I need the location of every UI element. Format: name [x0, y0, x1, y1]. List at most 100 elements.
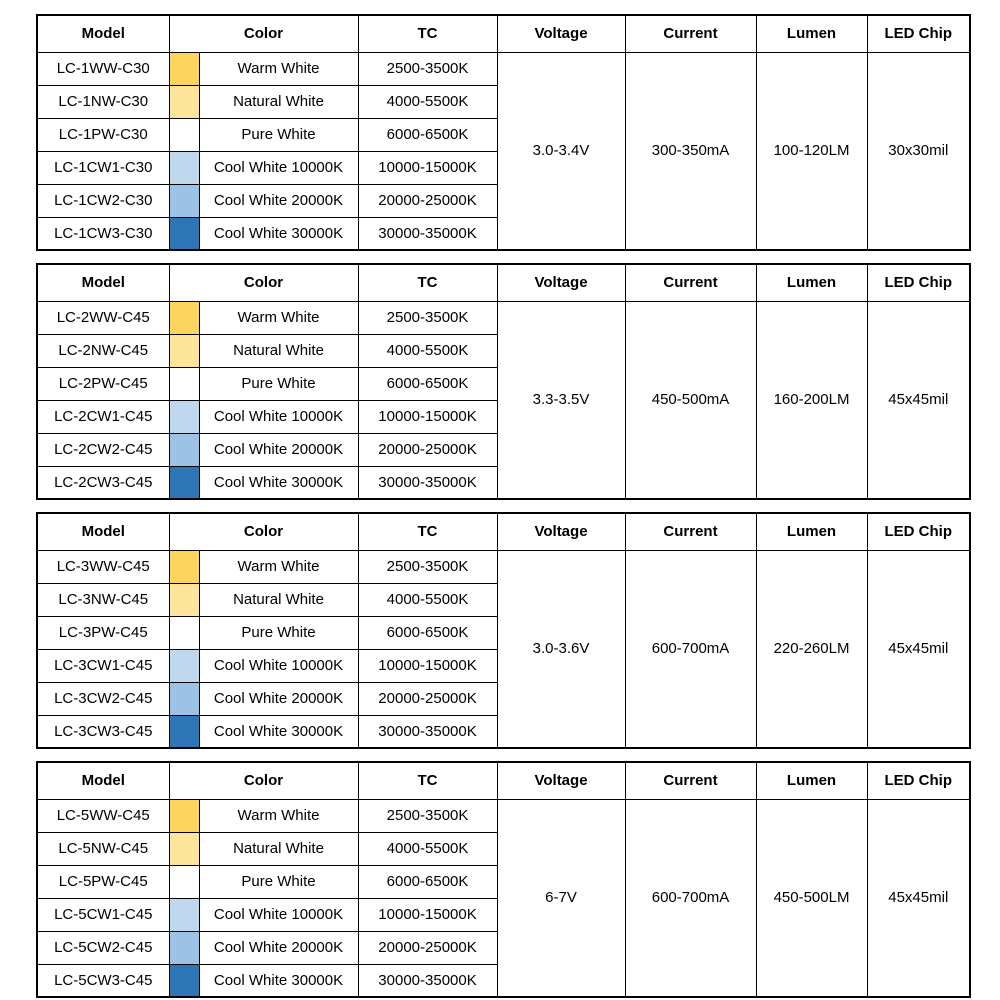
tc-cell: 2500-3500K	[357, 51, 498, 86]
table-row: LC-3PW-C45 Pure White 6000-6500K	[36, 615, 970, 650]
col-header-current: Current	[624, 761, 757, 800]
tc-cell: 2500-3500K	[357, 300, 498, 335]
warm-white-swatch	[168, 51, 200, 86]
natural-white-swatch	[168, 582, 200, 617]
color-name-cell: Natural White	[198, 333, 359, 368]
color-name-cell: Pure White	[198, 615, 359, 650]
model-cell: LC-5PW-C45	[36, 864, 170, 899]
voltage-cell: 3.3-3.5V	[496, 300, 626, 500]
color-name-cell: Cool White 20000K	[198, 681, 359, 716]
col-header-color: Color	[168, 263, 359, 302]
col-header-current: Current	[624, 512, 757, 551]
model-cell: LC-2CW3-C45	[36, 465, 170, 500]
tc-cell: 20000-25000K	[357, 681, 498, 716]
color-name-cell: Cool White 30000K	[198, 714, 359, 749]
col-header-voltage: Voltage	[496, 512, 626, 551]
table-row: LC-3WW-C45 Warm White 2500-3500K 3.0-3.6…	[36, 549, 971, 749]
cool-white-10000k-swatch	[168, 648, 200, 683]
table-row: LC-3CW3-C45 Cool White 30000K 30000-3500…	[36, 714, 970, 749]
col-header-tc: TC	[357, 263, 498, 302]
table-row: LC-1NW-C30 Natural White 4000-5500K	[36, 84, 970, 119]
model-cell: LC-3PW-C45	[36, 615, 170, 650]
color-name-cell: Natural White	[198, 831, 359, 866]
tc-cell: 4000-5500K	[357, 582, 498, 617]
model-cell: LC-5CW2-C45	[36, 930, 170, 965]
tc-cell: 6000-6500K	[357, 615, 498, 650]
led-chip-cell: 45x45mil	[866, 300, 971, 500]
model-cell: LC-5CW1-C45	[36, 897, 170, 932]
tc-cell: 6000-6500K	[357, 864, 498, 899]
color-name-cell: Pure White	[198, 117, 359, 152]
lumen-cell: 450-500LM	[755, 798, 868, 998]
tc-cell: 20000-25000K	[357, 183, 498, 218]
model-cell: LC-1PW-C30	[36, 117, 170, 152]
color-name-cell: Cool White 30000K	[198, 216, 359, 251]
model-cell: LC-5CW3-C45	[36, 963, 170, 998]
header-row: Model Color TC Voltage Current Lumen LED…	[36, 512, 971, 551]
color-name-cell: Cool White 30000K	[198, 963, 359, 998]
led-chip-cell: 45x45mil	[866, 549, 971, 749]
tc-cell: 20000-25000K	[357, 930, 498, 965]
col-header-model: Model	[36, 263, 170, 302]
table-row: LC-3NW-C45 Natural White 4000-5500K	[36, 582, 970, 617]
voltage-cell: 6-7V	[496, 798, 626, 998]
natural-white-swatch	[168, 333, 200, 368]
table-row: LC-2WW-C45 Warm White 2500-3500K 3.3-3.5…	[36, 300, 971, 500]
col-header-lumen: Lumen	[755, 263, 868, 302]
model-cell: LC-5NW-C45	[36, 831, 170, 866]
current-cell: 600-700mA	[624, 798, 757, 998]
col-header-led-chip: LED Chip	[866, 512, 971, 551]
table-row: LC-5NW-C45 Natural White 4000-5500K	[36, 831, 970, 866]
model-cell: LC-1NW-C30	[36, 84, 170, 119]
spec-table-3: Model Color TC Voltage Current Lumen LED…	[36, 512, 972, 749]
table-row: LC-1CW1-C30 Cool White 10000K 10000-1500…	[36, 150, 970, 185]
model-cell: LC-2WW-C45	[36, 300, 170, 335]
voltage-cell: 3.0-3.6V	[496, 549, 626, 749]
model-cell: LC-3CW1-C45	[36, 648, 170, 683]
model-cell: LC-1CW1-C30	[36, 150, 170, 185]
warm-white-swatch	[168, 300, 200, 335]
color-name-cell: Pure White	[198, 864, 359, 899]
color-name-cell: Pure White	[198, 366, 359, 401]
cool-white-10000k-swatch	[168, 150, 200, 185]
pure-white-swatch	[168, 366, 200, 401]
spec-table-1: Model Color TC Voltage Current Lumen LED…	[36, 14, 972, 251]
model-cell: LC-3CW3-C45	[36, 714, 170, 749]
cool-white-30000k-swatch	[168, 465, 200, 500]
col-header-voltage: Voltage	[496, 761, 626, 800]
spec-table-2: Model Color TC Voltage Current Lumen LED…	[36, 263, 972, 500]
col-header-color: Color	[168, 512, 359, 551]
lumen-cell: 100-120LM	[755, 51, 868, 251]
col-header-color: Color	[168, 761, 359, 800]
table-row: LC-5CW1-C45 Cool White 10000K 10000-1500…	[36, 897, 970, 932]
tc-cell: 30000-35000K	[357, 216, 498, 251]
model-cell: LC-3WW-C45	[36, 549, 170, 584]
model-cell: LC-1CW3-C30	[36, 216, 170, 251]
tc-cell: 20000-25000K	[357, 432, 498, 467]
color-name-cell: Warm White	[198, 300, 359, 335]
col-header-color: Color	[168, 14, 359, 53]
model-cell: LC-2NW-C45	[36, 333, 170, 368]
col-header-led-chip: LED Chip	[866, 761, 971, 800]
lumen-cell: 160-200LM	[755, 300, 868, 500]
tc-cell: 4000-5500K	[357, 831, 498, 866]
color-name-cell: Cool White 10000K	[198, 648, 359, 683]
model-cell: LC-1WW-C30	[36, 51, 170, 86]
col-header-model: Model	[36, 14, 170, 53]
tc-cell: 6000-6500K	[357, 117, 498, 152]
table-row: LC-1CW2-C30 Cool White 20000K 20000-2500…	[36, 183, 970, 218]
current-cell: 450-500mA	[624, 300, 757, 500]
header-row: Model Color TC Voltage Current Lumen LED…	[36, 761, 971, 800]
color-name-cell: Warm White	[198, 798, 359, 833]
table-row: LC-5WW-C45 Warm White 2500-3500K 6-7V 60…	[36, 798, 971, 998]
tc-cell: 30000-35000K	[357, 465, 498, 500]
natural-white-swatch	[168, 831, 200, 866]
header-row: Model Color TC Voltage Current Lumen LED…	[36, 14, 971, 53]
color-name-cell: Cool White 20000K	[198, 930, 359, 965]
warm-white-swatch	[168, 798, 200, 833]
col-header-lumen: Lumen	[755, 14, 868, 53]
col-header-lumen: Lumen	[755, 512, 868, 551]
color-name-cell: Warm White	[198, 51, 359, 86]
table-row: LC-1PW-C30 Pure White 6000-6500K	[36, 117, 970, 152]
